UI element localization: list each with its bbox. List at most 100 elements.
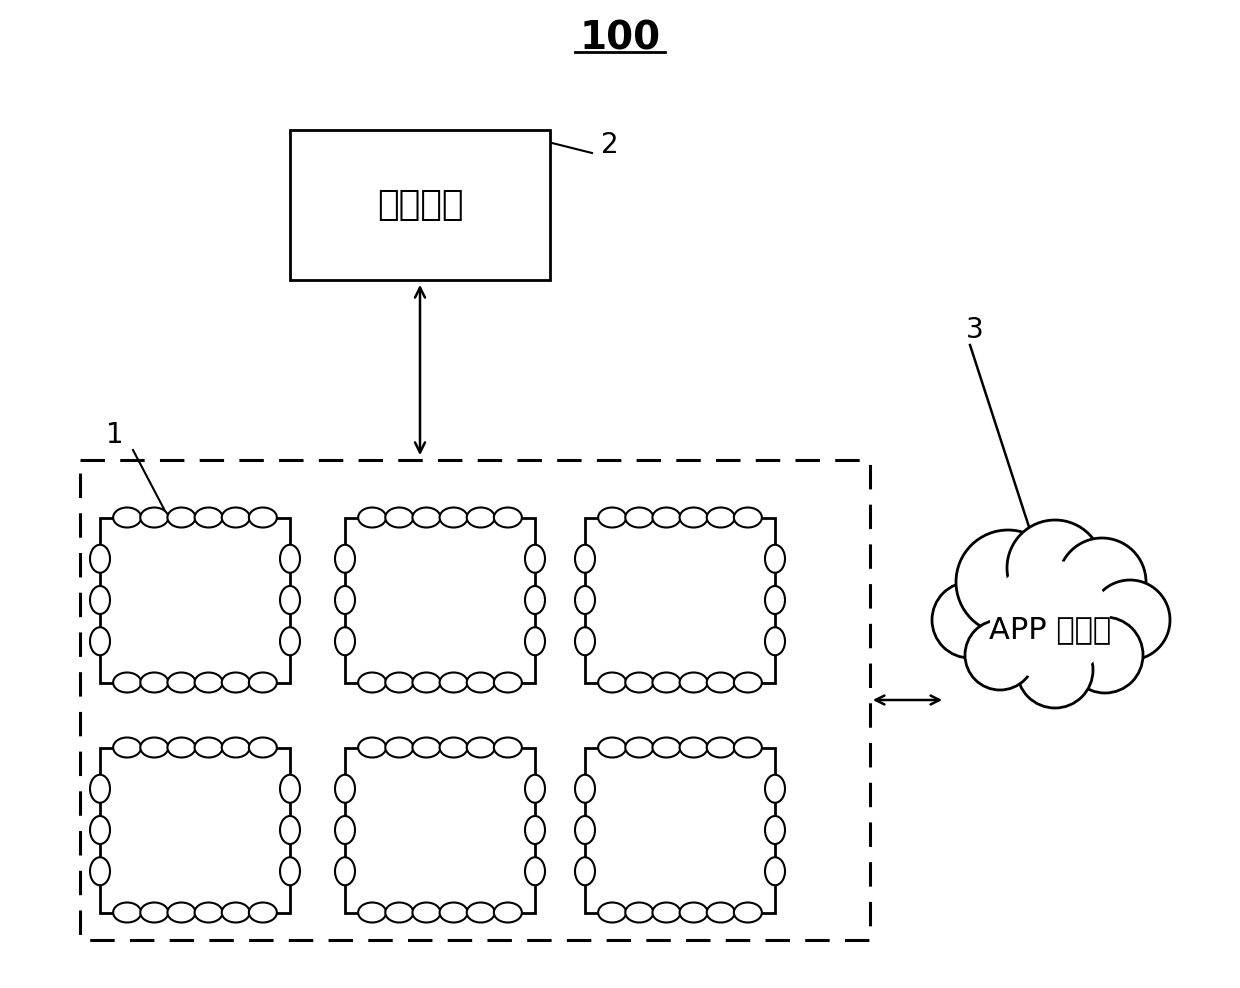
Ellipse shape: [280, 775, 300, 803]
Ellipse shape: [140, 902, 169, 923]
Ellipse shape: [466, 673, 495, 693]
Ellipse shape: [249, 673, 277, 693]
Ellipse shape: [140, 737, 169, 758]
Ellipse shape: [734, 508, 761, 528]
Circle shape: [1066, 617, 1143, 693]
Ellipse shape: [222, 737, 249, 758]
Ellipse shape: [575, 816, 595, 844]
Ellipse shape: [113, 508, 141, 528]
Circle shape: [990, 560, 1110, 680]
Ellipse shape: [494, 902, 522, 923]
Circle shape: [965, 620, 1035, 690]
Ellipse shape: [280, 816, 300, 844]
Ellipse shape: [91, 544, 110, 573]
Ellipse shape: [280, 544, 300, 573]
Ellipse shape: [439, 508, 467, 528]
Ellipse shape: [386, 737, 413, 758]
Ellipse shape: [598, 508, 626, 528]
Ellipse shape: [335, 816, 355, 844]
Ellipse shape: [575, 544, 595, 573]
Ellipse shape: [652, 737, 681, 758]
Ellipse shape: [525, 816, 546, 844]
Ellipse shape: [195, 737, 222, 758]
Circle shape: [1007, 520, 1104, 616]
Ellipse shape: [625, 737, 653, 758]
Ellipse shape: [113, 902, 141, 923]
Ellipse shape: [195, 508, 222, 528]
Ellipse shape: [386, 673, 413, 693]
Ellipse shape: [652, 673, 681, 693]
Ellipse shape: [734, 902, 761, 923]
Text: 100: 100: [579, 19, 661, 57]
Ellipse shape: [280, 586, 300, 614]
Ellipse shape: [222, 508, 249, 528]
Ellipse shape: [707, 737, 735, 758]
Ellipse shape: [280, 627, 300, 655]
Ellipse shape: [707, 673, 735, 693]
Text: 3: 3: [966, 316, 983, 344]
Ellipse shape: [494, 508, 522, 528]
Ellipse shape: [525, 586, 546, 614]
Ellipse shape: [680, 902, 708, 923]
Ellipse shape: [575, 858, 595, 885]
Circle shape: [1017, 632, 1092, 708]
Text: 总控装置: 总控装置: [377, 188, 464, 222]
Ellipse shape: [358, 737, 386, 758]
Circle shape: [1058, 538, 1146, 626]
Ellipse shape: [765, 544, 785, 573]
Ellipse shape: [335, 627, 355, 655]
Ellipse shape: [765, 627, 785, 655]
Circle shape: [1090, 580, 1171, 660]
Ellipse shape: [358, 673, 386, 693]
Ellipse shape: [765, 775, 785, 803]
Bar: [345, 518, 534, 683]
Ellipse shape: [358, 508, 386, 528]
Ellipse shape: [680, 737, 708, 758]
Circle shape: [956, 530, 1060, 634]
Ellipse shape: [765, 816, 785, 844]
Bar: [585, 518, 775, 683]
Ellipse shape: [91, 816, 110, 844]
Ellipse shape: [598, 673, 626, 693]
Ellipse shape: [91, 858, 110, 885]
Ellipse shape: [765, 858, 785, 885]
Ellipse shape: [335, 586, 355, 614]
Ellipse shape: [525, 858, 546, 885]
Ellipse shape: [335, 544, 355, 573]
Ellipse shape: [439, 737, 467, 758]
Ellipse shape: [91, 627, 110, 655]
Ellipse shape: [494, 673, 522, 693]
Ellipse shape: [525, 627, 546, 655]
Ellipse shape: [652, 902, 681, 923]
Ellipse shape: [167, 673, 196, 693]
Ellipse shape: [680, 673, 708, 693]
Ellipse shape: [91, 775, 110, 803]
Ellipse shape: [625, 508, 653, 528]
Ellipse shape: [598, 737, 626, 758]
Circle shape: [932, 582, 1008, 658]
Ellipse shape: [625, 673, 653, 693]
Ellipse shape: [167, 508, 196, 528]
Ellipse shape: [466, 737, 495, 758]
Ellipse shape: [113, 673, 141, 693]
Ellipse shape: [466, 508, 495, 528]
Ellipse shape: [413, 902, 440, 923]
Ellipse shape: [680, 508, 708, 528]
Ellipse shape: [195, 673, 222, 693]
Bar: [100, 518, 290, 683]
Bar: [585, 748, 775, 913]
Ellipse shape: [335, 858, 355, 885]
Ellipse shape: [167, 902, 196, 923]
Ellipse shape: [734, 737, 761, 758]
Ellipse shape: [765, 586, 785, 614]
Ellipse shape: [413, 737, 440, 758]
Ellipse shape: [413, 508, 440, 528]
Ellipse shape: [386, 508, 413, 528]
Ellipse shape: [140, 673, 169, 693]
Text: 1: 1: [107, 421, 124, 449]
Ellipse shape: [358, 902, 386, 923]
Ellipse shape: [413, 673, 440, 693]
Ellipse shape: [386, 902, 413, 923]
Bar: [100, 748, 290, 913]
Ellipse shape: [707, 902, 735, 923]
